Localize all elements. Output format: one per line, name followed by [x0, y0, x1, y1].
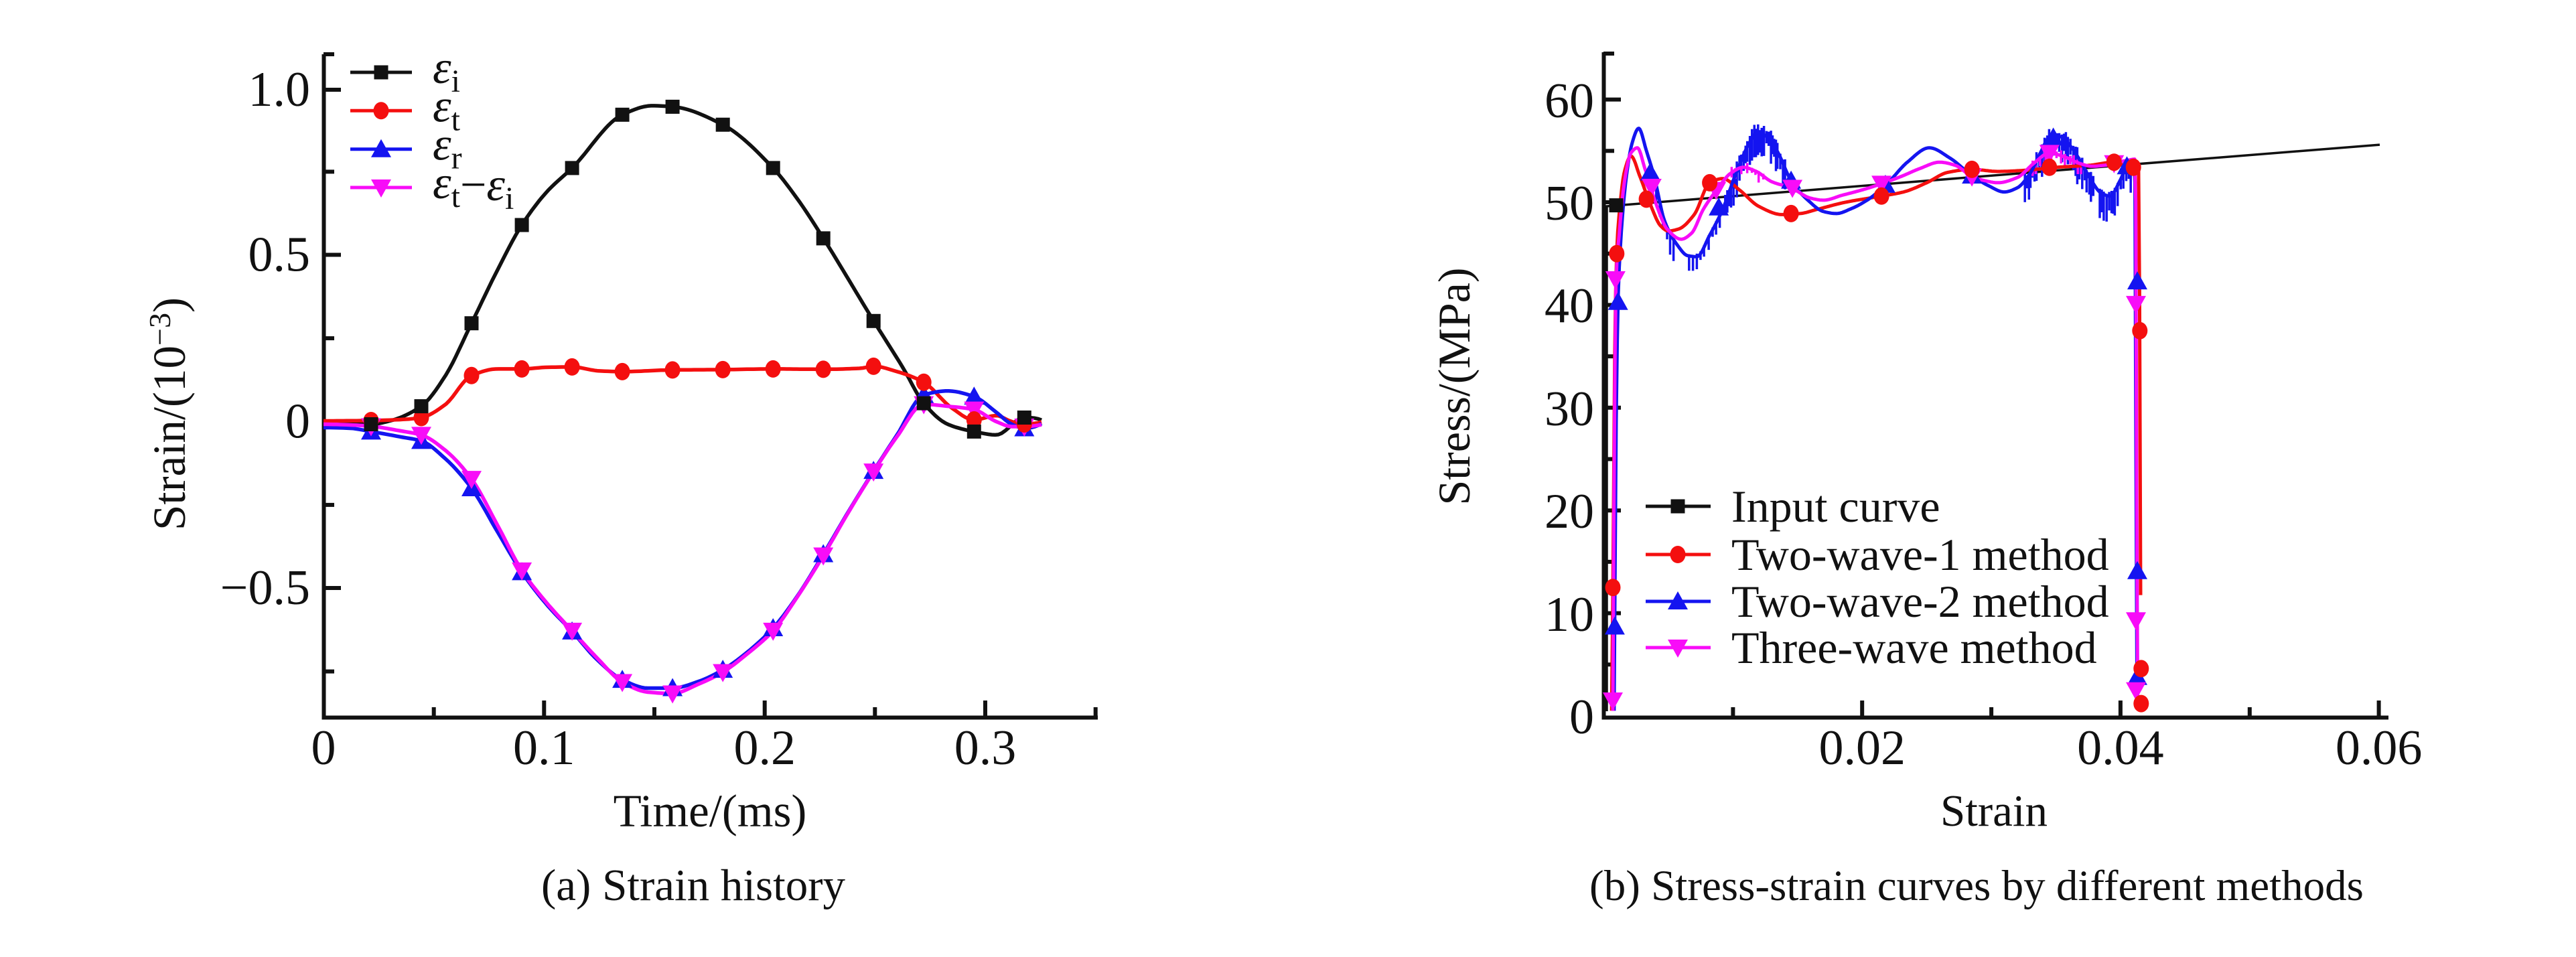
svg-text:10: 10 — [1545, 587, 1594, 642]
svg-text:0: 0 — [285, 394, 310, 449]
svg-text:εr: εr — [433, 119, 462, 176]
svg-text:50: 50 — [1545, 176, 1594, 231]
svg-text:εi: εi — [433, 42, 460, 99]
svg-text:20: 20 — [1545, 484, 1594, 539]
svg-text:Stress/(MPa): Stress/(MPa) — [1429, 267, 1480, 505]
svg-text:0: 0 — [311, 721, 336, 776]
svg-text:Strain: Strain — [1940, 786, 2048, 836]
svg-text:Two-wave-2 method: Two-wave-2 method — [1731, 576, 2109, 627]
svg-text:εt−εi: εt−εi — [433, 157, 514, 216]
svg-text:Input curve: Input curve — [1731, 481, 1940, 532]
svg-text:Time/(ms): Time/(ms) — [614, 786, 807, 836]
svg-text:0.2: 0.2 — [733, 721, 796, 776]
svg-text:Strain/(10−3): Strain/(10−3) — [143, 297, 195, 530]
svg-text:0.04: 0.04 — [2077, 721, 2164, 776]
svg-text:Two-wave-1 method: Two-wave-1 method — [1731, 529, 2109, 580]
svg-text:(b) Stress-strain curves by di: (b) Stress-strain curves by different me… — [1589, 862, 2364, 910]
svg-text:0.3: 0.3 — [954, 721, 1017, 776]
svg-text:0.5: 0.5 — [248, 228, 311, 283]
svg-text:0: 0 — [1569, 690, 1594, 745]
svg-text:60: 60 — [1545, 74, 1594, 129]
svg-text:εt: εt — [433, 80, 461, 137]
svg-text:30: 30 — [1545, 382, 1594, 437]
svg-text:1.0: 1.0 — [248, 62, 311, 117]
svg-text:0.06: 0.06 — [2336, 721, 2423, 776]
svg-text:−0.5: −0.5 — [220, 561, 310, 615]
svg-text:(a) Strain history: (a) Strain history — [541, 861, 846, 910]
svg-text:0.02: 0.02 — [1818, 721, 1906, 776]
svg-text:Three-wave method: Three-wave method — [1731, 622, 2097, 673]
svg-text:40: 40 — [1545, 279, 1594, 334]
svg-text:0.1: 0.1 — [513, 721, 575, 776]
